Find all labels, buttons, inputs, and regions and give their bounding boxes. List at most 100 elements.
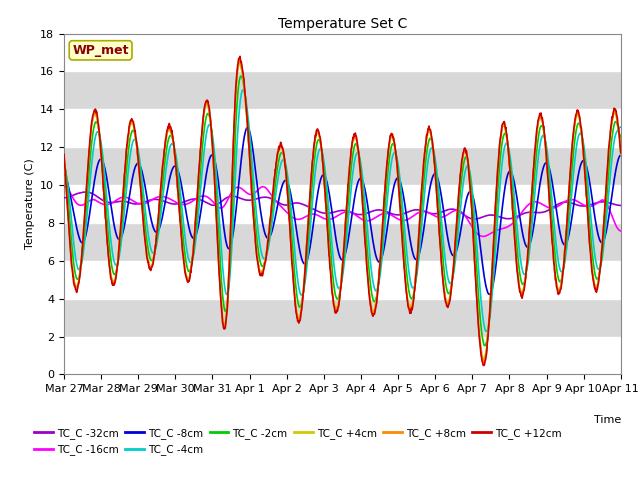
Bar — [64, 299, 621, 336]
TC_C -2cm — [60, 160, 68, 166]
TC_C -4cm — [429, 147, 437, 153]
TC_C -16cm — [60, 184, 68, 190]
TC_C -4cm — [617, 124, 625, 130]
TC_C -32cm — [60, 195, 68, 201]
TC_C -32cm — [246, 197, 254, 203]
Text: WP_met: WP_met — [72, 44, 129, 57]
TC_C -8cm — [246, 132, 254, 138]
TC_C -4cm — [483, 328, 490, 334]
TC_C +8cm — [502, 131, 510, 137]
Y-axis label: Temperature (C): Temperature (C) — [24, 158, 35, 250]
TC_C +12cm — [246, 169, 254, 175]
Title: Temperature Set C: Temperature Set C — [278, 17, 407, 31]
TC_C +12cm — [429, 146, 437, 152]
TC_C -16cm — [429, 212, 436, 218]
TC_C +12cm — [184, 279, 191, 285]
Bar — [64, 223, 621, 261]
TC_C +8cm — [552, 276, 559, 281]
TC_C -4cm — [246, 140, 254, 145]
TC_C +4cm — [170, 148, 178, 154]
TC_C +4cm — [502, 132, 510, 138]
TC_C +12cm — [617, 150, 625, 156]
TC_C -2cm — [617, 134, 625, 140]
Line: TC_C -8cm: TC_C -8cm — [64, 128, 621, 294]
TC_C +4cm — [236, 59, 244, 65]
Line: TC_C +4cm: TC_C +4cm — [64, 62, 621, 360]
TC_C +4cm — [184, 276, 191, 282]
TC_C -16cm — [551, 205, 559, 211]
TC_C -16cm — [479, 234, 487, 240]
TC_C +8cm — [236, 56, 244, 62]
TC_C -8cm — [552, 201, 559, 206]
TC_C -32cm — [184, 197, 192, 203]
TC_C -8cm — [170, 163, 178, 169]
Line: TC_C -16cm: TC_C -16cm — [64, 187, 621, 237]
TC_C -8cm — [502, 178, 510, 183]
TC_C +8cm — [60, 152, 68, 158]
TC_C +8cm — [429, 147, 437, 153]
TC_C -16cm — [170, 199, 178, 204]
Line: TC_C +8cm: TC_C +8cm — [64, 59, 621, 362]
TC_C +8cm — [246, 170, 254, 176]
Line: TC_C -2cm: TC_C -2cm — [64, 76, 621, 346]
TC_C -2cm — [237, 73, 244, 79]
TC_C -8cm — [429, 173, 437, 179]
TC_C -8cm — [60, 171, 68, 177]
TC_C -16cm — [246, 192, 254, 197]
TC_C +8cm — [617, 151, 625, 156]
TC_C -2cm — [170, 145, 178, 151]
Line: TC_C -4cm: TC_C -4cm — [64, 90, 621, 331]
TC_C -4cm — [552, 235, 559, 240]
Bar — [64, 185, 621, 223]
TC_C +4cm — [60, 153, 68, 159]
TC_C -32cm — [470, 216, 478, 222]
Bar — [64, 72, 621, 109]
Bar — [64, 336, 621, 374]
TC_C +12cm — [236, 53, 244, 59]
Line: TC_C -32cm: TC_C -32cm — [64, 192, 621, 219]
TC_C +12cm — [480, 362, 488, 368]
TC_C +12cm — [502, 130, 510, 135]
TC_C -16cm — [617, 228, 625, 234]
TC_C +4cm — [429, 148, 437, 154]
TC_C -2cm — [481, 343, 489, 348]
TC_C -8cm — [184, 219, 191, 225]
TC_C -4cm — [502, 141, 510, 146]
TC_C -8cm — [244, 125, 252, 131]
TC_C +4cm — [246, 170, 254, 176]
Line: TC_C +12cm: TC_C +12cm — [64, 56, 621, 365]
TC_C +12cm — [170, 146, 178, 152]
TC_C -2cm — [502, 133, 510, 139]
TC_C +8cm — [480, 360, 488, 365]
TC_C -2cm — [184, 267, 191, 273]
TC_C -2cm — [552, 255, 559, 261]
TC_C -2cm — [246, 156, 254, 161]
TC_C -16cm — [184, 201, 191, 206]
Bar — [64, 261, 621, 299]
TC_C -2cm — [429, 145, 437, 151]
Bar — [64, 147, 621, 185]
TC_C -16cm — [502, 225, 509, 230]
TC_C -32cm — [429, 211, 437, 216]
TC_C -4cm — [184, 253, 191, 259]
TC_C -4cm — [239, 87, 246, 93]
TC_C +8cm — [184, 278, 191, 284]
TC_C +12cm — [552, 277, 559, 283]
TC_C -8cm — [617, 152, 625, 158]
Bar — [64, 109, 621, 147]
Text: Time: Time — [593, 415, 621, 425]
TC_C -32cm — [171, 201, 179, 207]
TC_C -4cm — [60, 163, 68, 169]
TC_C +4cm — [552, 274, 559, 280]
TC_C +4cm — [480, 357, 488, 362]
TC_C -32cm — [617, 203, 625, 208]
Legend: TC_C -32cm, TC_C -16cm, TC_C -8cm, TC_C -4cm, TC_C -2cm, TC_C +4cm, TC_C +8cm, T: TC_C -32cm, TC_C -16cm, TC_C -8cm, TC_C … — [30, 424, 566, 459]
TC_C -8cm — [485, 291, 493, 297]
Bar — [64, 34, 621, 72]
TC_C -32cm — [502, 216, 510, 221]
Bar — [64, 0, 621, 34]
TC_C -4cm — [170, 144, 178, 150]
TC_C +4cm — [617, 152, 625, 157]
TC_C -32cm — [82, 189, 90, 195]
TC_C +12cm — [60, 151, 68, 157]
